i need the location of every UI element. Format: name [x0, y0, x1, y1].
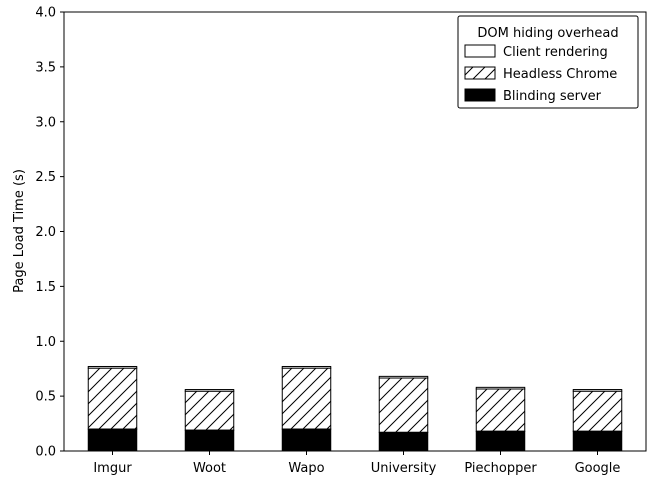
- x-tick-label-university: University: [371, 461, 437, 476]
- legend-title: DOM hiding overhead: [477, 26, 618, 41]
- legend-swatch-blinding-server: [464, 88, 496, 102]
- bar-woot-client-rendering: [184, 389, 235, 392]
- bar-imgur-blinding-server: [87, 428, 138, 452]
- legend-swatch-headless-chrome: [464, 66, 496, 80]
- bar-university-headless-chrome: [378, 377, 429, 433]
- y-tick-label: 1.5: [35, 280, 56, 295]
- bar-piechopper-blinding-server: [475, 430, 526, 452]
- axes-layer: Imgur Woot Wapo University Piechopper Google 0…: [35, 6, 647, 476]
- x-tick-label-piechopper: Piechopper: [464, 461, 537, 476]
- legend-label-headless-chrome: Headless Chrome: [503, 67, 617, 82]
- legend-frame: [457, 15, 639, 109]
- y-tick-label: 3.5: [35, 60, 56, 75]
- y-tick-label: 1.0: [35, 335, 56, 350]
- legend-item-blinding-server: Blinding server: [464, 88, 602, 104]
- bar-google-blinding-server: [572, 430, 623, 452]
- x-tick-label-wapo: Wapo: [288, 461, 324, 476]
- bar-university-client-rendering: [378, 375, 429, 379]
- bar-google-client-rendering: [572, 389, 623, 392]
- y-tick-label: 0.0: [35, 445, 56, 460]
- bar-wapo-blinding-server: [281, 428, 332, 452]
- bar-wapo-headless-chrome: [281, 367, 332, 430]
- bar-wapo-client-rendering: [281, 365, 332, 369]
- x-tick-label-woot: Woot: [193, 461, 226, 476]
- x-tick-label-google: Google: [575, 461, 621, 476]
- bar-google-headless-chrome: [572, 390, 623, 432]
- bar-imgur-headless-chrome: [87, 367, 138, 430]
- y-tick-label: 0.5: [35, 390, 56, 405]
- bar-piechopper-client-rendering: [475, 386, 526, 390]
- legend-item-headless-chrome: Headless Chrome: [464, 66, 617, 82]
- legend-label-client-rendering: Client rendering: [503, 45, 608, 60]
- y-tick-label: 2.0: [35, 225, 56, 240]
- bar-piechopper-headless-chrome: [475, 388, 526, 432]
- y-tick-label: 4.0: [35, 6, 56, 21]
- x-tick-label-imgur: Imgur: [93, 461, 132, 476]
- legend: DOM hiding overhead Client rendering Hea…: [457, 15, 639, 109]
- bars-layer: [87, 365, 623, 452]
- bar-woot-headless-chrome: [184, 390, 235, 431]
- bar-woot-blinding-server: [184, 429, 235, 452]
- y-tick-label: 2.5: [35, 170, 56, 185]
- legend-swatch-client-rendering: [464, 44, 496, 58]
- y-axis-label: Page Load Time (s): [12, 169, 27, 293]
- bar-university-blinding-server: [378, 431, 429, 452]
- y-tick-label: 3.0: [35, 115, 56, 130]
- legend-label-blinding-server: Blinding server: [503, 89, 602, 104]
- bar-imgur-client-rendering: [87, 365, 138, 369]
- legend-item-client-rendering: Client rendering: [464, 44, 608, 60]
